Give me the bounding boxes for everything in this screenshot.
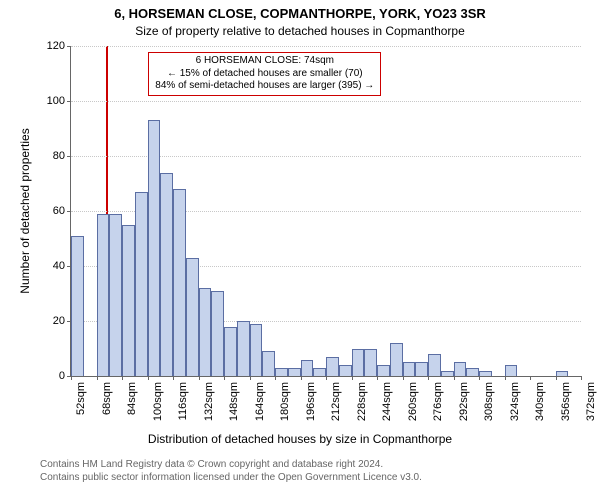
annotation-line: 6 HORSEMAN CLOSE: 74sqm [155, 55, 374, 68]
bar [173, 189, 186, 376]
x-tick [403, 376, 404, 380]
bar [135, 192, 148, 376]
chart-title-address: 6, HORSEMAN CLOSE, COPMANTHORPE, YORK, Y… [0, 6, 600, 21]
bar [288, 368, 301, 376]
x-tick-label: 52sqm [75, 382, 87, 415]
bar [390, 343, 403, 376]
x-tick [556, 376, 557, 380]
x-tick-label: 180sqm [279, 382, 291, 421]
x-tick-label: 132sqm [203, 382, 215, 421]
y-tick-label: 100 [47, 95, 71, 107]
bar [148, 120, 161, 376]
bar [441, 371, 454, 377]
x-tick [199, 376, 200, 380]
bar [339, 365, 352, 376]
x-tick-label: 228sqm [356, 382, 368, 421]
bar [275, 368, 288, 376]
bar [224, 327, 237, 377]
x-axis-label: Distribution of detached houses by size … [0, 432, 600, 446]
footer-line: Contains HM Land Registry data © Crown c… [40, 458, 422, 471]
bar [364, 349, 377, 377]
bar [122, 225, 135, 376]
y-tick-label: 80 [53, 150, 71, 162]
bar [211, 291, 224, 376]
x-tick-label: 116sqm [177, 382, 189, 420]
bar [352, 349, 365, 377]
x-tick-label: 100sqm [152, 382, 164, 421]
y-tick-label: 0 [59, 370, 71, 382]
bar [262, 351, 275, 376]
x-tick-label: 324sqm [509, 382, 521, 421]
gridline [71, 101, 581, 102]
x-tick [581, 376, 582, 380]
y-tick-label: 60 [53, 205, 71, 217]
bar [556, 371, 569, 377]
y-tick-label: 20 [53, 315, 71, 327]
x-tick [148, 376, 149, 380]
bar [428, 354, 441, 376]
footer-attribution: Contains HM Land Registry data © Crown c… [40, 458, 422, 484]
chart-container: 6, HORSEMAN CLOSE, COPMANTHORPE, YORK, Y… [0, 0, 600, 500]
x-tick-label: 196sqm [305, 382, 317, 421]
x-tick [250, 376, 251, 380]
x-tick [530, 376, 531, 380]
x-tick [71, 376, 72, 380]
x-tick-label: 356sqm [560, 382, 572, 421]
bar [237, 321, 250, 376]
bar [466, 368, 479, 376]
y-tick-label: 120 [47, 40, 71, 52]
bar [71, 236, 84, 376]
x-tick-label: 244sqm [381, 382, 393, 421]
bar [301, 360, 314, 377]
bar [326, 357, 339, 376]
x-tick-label: 372sqm [585, 382, 597, 421]
bar [454, 362, 467, 376]
bar [250, 324, 263, 376]
x-tick [479, 376, 480, 380]
x-tick-label: 260sqm [407, 382, 419, 421]
x-tick [377, 376, 378, 380]
annotation-line: ← 15% of detached houses are smaller (70… [155, 68, 374, 81]
x-tick [352, 376, 353, 380]
x-tick [275, 376, 276, 380]
bar [505, 365, 518, 376]
x-tick [224, 376, 225, 380]
bar [479, 371, 492, 377]
x-tick [122, 376, 123, 380]
bar [377, 365, 390, 376]
bar [199, 288, 212, 376]
y-axis-label: Number of detached properties [18, 111, 32, 311]
x-tick [326, 376, 327, 380]
x-tick-label: 148sqm [228, 382, 240, 421]
bar [97, 214, 110, 376]
bar [415, 362, 428, 376]
annotation-box: 6 HORSEMAN CLOSE: 74sqm← 15% of detached… [148, 52, 381, 96]
x-tick-label: 276sqm [432, 382, 444, 421]
x-tick-label: 340sqm [534, 382, 546, 421]
x-tick [173, 376, 174, 380]
x-tick-label: 164sqm [254, 382, 266, 421]
x-tick [454, 376, 455, 380]
bar [160, 173, 173, 377]
gridline [71, 46, 581, 47]
y-tick-label: 40 [53, 260, 71, 272]
x-tick [428, 376, 429, 380]
x-tick-label: 84sqm [126, 382, 138, 415]
chart-title-subtitle: Size of property relative to detached ho… [0, 24, 600, 38]
bar [313, 368, 326, 376]
bar [109, 214, 122, 376]
bar [186, 258, 199, 376]
x-tick-label: 212sqm [330, 382, 342, 421]
x-tick-label: 292sqm [458, 382, 470, 421]
x-tick [301, 376, 302, 380]
annotation-line: 84% of semi-detached houses are larger (… [155, 80, 374, 93]
x-tick [97, 376, 98, 380]
x-tick-label: 308sqm [483, 382, 495, 421]
plot-area: 6 HORSEMAN CLOSE: 74sqm← 15% of detached… [70, 46, 581, 377]
x-tick-label: 68sqm [101, 382, 113, 415]
bar [403, 362, 416, 376]
x-tick [505, 376, 506, 380]
footer-line: Contains public sector information licen… [40, 471, 422, 484]
